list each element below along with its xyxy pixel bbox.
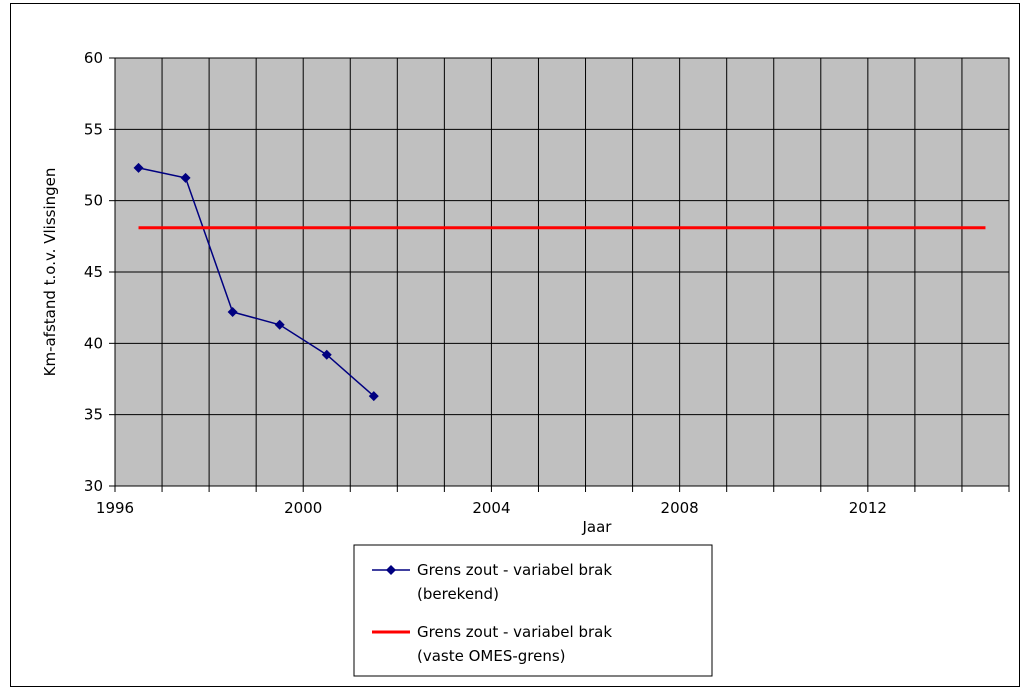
series-layer [133, 162, 986, 402]
y-tick-label: 50 [84, 192, 103, 210]
x-tick-label: 2000 [284, 499, 322, 517]
legend-marker-berekend [386, 565, 396, 575]
x-tick-label: 2012 [849, 499, 887, 517]
x-tick-label: 1996 [96, 499, 134, 517]
legend-box [353, 544, 713, 677]
legend: Grens zout - variabel brak (berekend) Gr… [353, 544, 713, 677]
x-tick-label: 2008 [661, 499, 699, 517]
data-point-marker [321, 349, 332, 360]
data-point-marker [227, 306, 238, 317]
series-line-berekend [138, 167, 375, 397]
x-axis-label: Jaar [582, 518, 613, 536]
data-point-marker [368, 391, 379, 402]
grid-layer [115, 58, 1009, 486]
data-point-marker [274, 319, 285, 330]
y-axis-label: Km-afstand t.o.v. Vlissingen [41, 168, 59, 377]
y-tick-label: 40 [84, 334, 103, 352]
data-point-marker [180, 172, 191, 183]
y-tick-label: 30 [84, 477, 103, 495]
data-point-marker [133, 162, 144, 173]
x-tick-label: 2004 [472, 499, 510, 517]
y-tick-label: 35 [84, 406, 103, 424]
y-tick-label: 55 [84, 120, 103, 138]
axis-layer: 30 35 40 45 50 55 60 1996 2000 2004 2008 2012 [84, 49, 1010, 517]
y-tick-label: 60 [84, 49, 103, 67]
legend-label-berekend-line2: (berekend) [417, 585, 499, 603]
legend-label-berekend-line1: Grens zout - variabel brak [417, 561, 612, 579]
legend-label-omes-line2: (vaste OMES-grens) [417, 647, 566, 665]
legend-label-omes-line1: Grens zout - variabel brak [417, 623, 612, 641]
y-tick-label: 45 [84, 263, 103, 281]
